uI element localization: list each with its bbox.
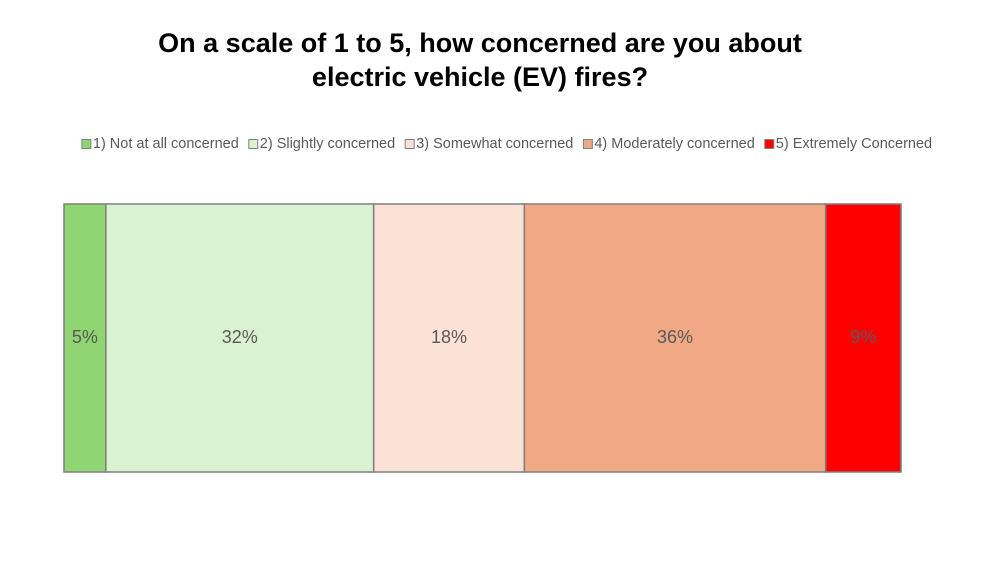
- bar-segment: [523, 203, 827, 473]
- legend-swatch: [248, 139, 259, 149]
- legend-label: 2) Slightly concerned: [260, 136, 395, 152]
- legend-label: 3) Somewhat concerned: [416, 136, 573, 152]
- legend: 1) Not at all concerned 2) Slightly conce…: [81, 136, 932, 152]
- legend-swatch: [404, 139, 415, 149]
- chart-title: On a scale of 1 to 5, how concerned are …: [158, 28, 802, 58]
- legend-label: 4) Moderately concerned: [594, 136, 754, 152]
- data-label: 36%: [657, 327, 693, 347]
- data-label: 32%: [222, 327, 258, 347]
- legend-swatch: [81, 139, 92, 149]
- data-label: 5%: [72, 327, 98, 347]
- legend-swatch: [764, 139, 775, 149]
- bar-segment: [824, 203, 902, 473]
- legend-swatch: [582, 139, 593, 149]
- bar-segment: [63, 203, 107, 473]
- legend-label: 1) Not at all concerned: [93, 136, 239, 152]
- data-label: 18%: [431, 327, 467, 347]
- bar-segment: [372, 203, 526, 473]
- data-label: 9%: [850, 327, 876, 347]
- chart-title: electric vehicle (EV) fires?: [312, 62, 648, 92]
- legend-label: 5) Extremely Concerned: [776, 136, 932, 152]
- bar-segment: [105, 203, 375, 473]
